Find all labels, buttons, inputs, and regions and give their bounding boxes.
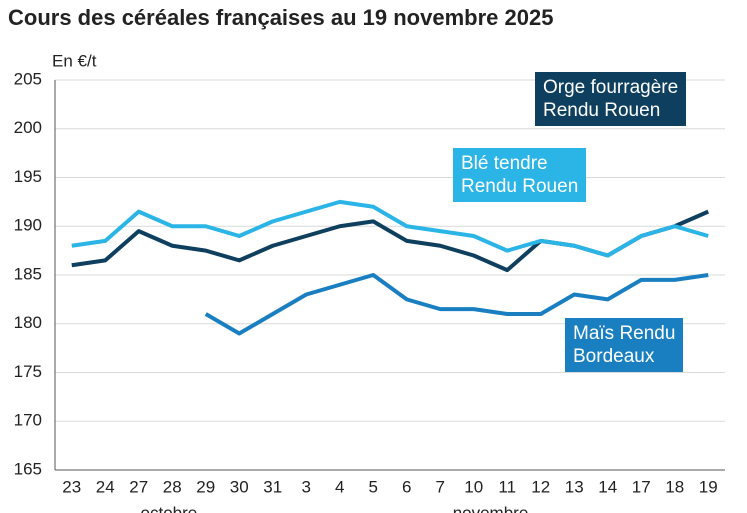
series-label: Maïs Rendu Bordeaux	[565, 318, 684, 372]
y-tick-label: 185	[14, 264, 42, 283]
x-tick-label: 18	[665, 477, 684, 496]
x-tick-label: 10	[464, 477, 483, 496]
x-tick-label: 24	[96, 477, 115, 496]
x-tick-label: 31	[263, 477, 282, 496]
y-tick-label: 175	[14, 362, 42, 381]
y-tick-label: 170	[14, 411, 42, 430]
x-tick-label: 30	[230, 477, 249, 496]
x-tick-label: 3	[302, 477, 311, 496]
x-tick-label: 7	[436, 477, 445, 496]
x-tick-label: 11	[498, 477, 516, 496]
series-line	[71, 199, 709, 258]
x-tick-label: 23	[62, 477, 81, 496]
x-tick-label: 12	[531, 477, 550, 496]
chart-title: Cours des céréales françaises au 19 nove…	[8, 5, 553, 30]
y-tick-label: 195	[14, 167, 42, 186]
month-label: novembre	[453, 503, 529, 513]
series-line	[204, 273, 709, 336]
series-label: Orge fourragère Rendu Rouen	[535, 72, 687, 126]
x-tick-label: 14	[598, 477, 617, 496]
x-tick-label: 4	[335, 477, 344, 496]
month-label: octobre	[141, 503, 198, 513]
series-label: Blé tendre Rendu Rouen	[453, 148, 587, 202]
y-tick-label: 190	[14, 216, 42, 235]
y-tick-label: 205	[14, 69, 42, 88]
x-tick-label: 17	[632, 477, 651, 496]
y-tick-label: 180	[14, 313, 42, 332]
x-tick-label: 19	[699, 477, 718, 496]
x-tick-label: 13	[565, 477, 584, 496]
y-axis-label: En €/t	[52, 51, 97, 70]
x-tick-label: 5	[369, 477, 378, 496]
series-line	[71, 209, 710, 273]
x-tick-label: 6	[402, 477, 411, 496]
x-tick-label: 28	[163, 477, 182, 496]
x-tick-label: 29	[196, 477, 215, 496]
y-tick-label: 165	[14, 459, 42, 478]
x-tick-label: 27	[129, 477, 148, 496]
y-tick-label: 200	[14, 118, 42, 137]
